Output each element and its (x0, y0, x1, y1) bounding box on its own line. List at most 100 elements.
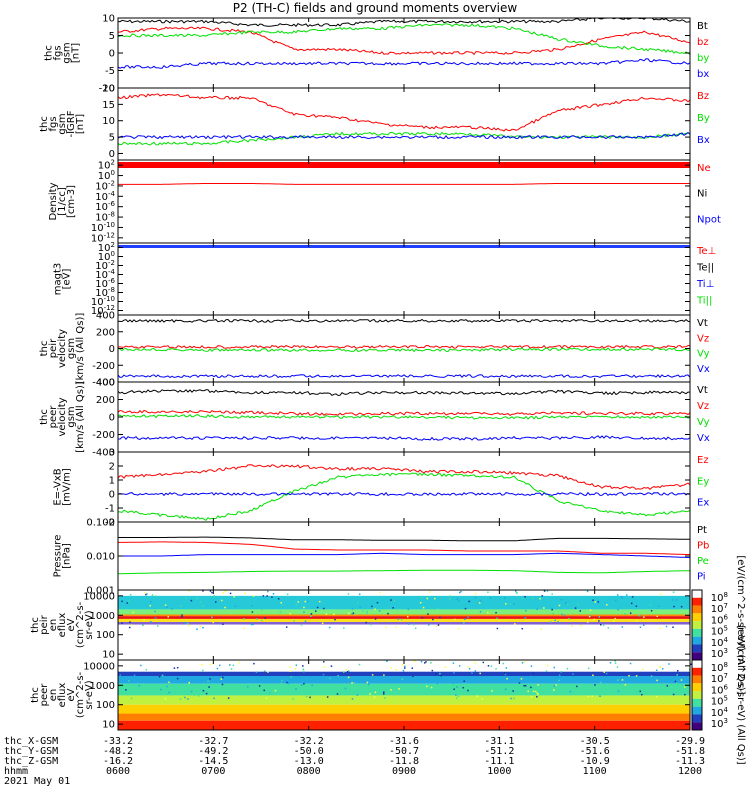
spectrogram-pixel (566, 603, 569, 606)
spectrogram-pixel (605, 672, 608, 675)
footer-row-label: thc_Z-GSM (4, 756, 58, 767)
spectrogram-pixel (467, 616, 469, 618)
spectrogram-pixel (351, 682, 353, 684)
spectrogram-pixel (127, 600, 129, 602)
spectrogram-pixel (643, 616, 645, 618)
spectrogram-pixel (289, 670, 292, 672)
footer-value: -32.7 (198, 736, 228, 747)
spectrogram-pixel (655, 695, 658, 698)
spectrogram-pixel (684, 686, 686, 688)
spectrogram-pixel (458, 599, 460, 602)
spectrogram-pixel (214, 601, 217, 603)
spectrogram-pixel (352, 612, 355, 614)
spectrogram-pixel (333, 613, 335, 616)
spectrogram-pixel (607, 627, 610, 629)
spectrogram-pixel (530, 696, 533, 698)
spectrogram-pixel (221, 599, 223, 602)
spectrogram-pixel (486, 612, 489, 614)
legend-entry: Vy (697, 349, 710, 360)
spectrogram-pixel (138, 684, 141, 687)
spectrogram-pixel (297, 601, 300, 603)
colorbar-tick-label: 107 (711, 602, 728, 615)
footer-value: -30.5 (580, 736, 610, 747)
y-tick-label: -1 (105, 504, 115, 515)
spectrogram-pixel (543, 590, 546, 592)
spectrogram-pixel (617, 679, 619, 681)
spectrogram-pixel (503, 672, 506, 674)
spectrogram-pixel (385, 626, 387, 629)
spectrogram-pixel (630, 602, 633, 605)
spectrogram-pixel (288, 682, 290, 685)
spectrogram-pixel (620, 595, 623, 598)
spectrogram-pixel (496, 617, 498, 620)
colorbar-tick-label: 106 (711, 613, 729, 626)
colorbar-segment (692, 660, 702, 668)
footer-value: -31.1 (484, 736, 514, 747)
spectrogram-pixel (537, 684, 539, 686)
spectrogram-pixel (196, 597, 198, 599)
spectrogram-pixel (672, 693, 675, 696)
spectrogram-pixel (574, 607, 577, 609)
spectrogram-pixel (436, 682, 439, 685)
series-line-ez (117, 464, 691, 490)
spectrogram-pixel (642, 668, 644, 671)
spectrogram-pixel (509, 676, 511, 679)
y-axis-label-line: thc (30, 687, 41, 703)
spectrogram-pixel (366, 610, 368, 613)
spectrogram-pixel (474, 670, 477, 672)
spectrogram-pixel (295, 603, 297, 606)
y-axis-label-line: magt3 (53, 263, 64, 296)
spectrogram-pixel (546, 664, 549, 667)
spectrogram-pixel (426, 685, 428, 688)
y-axis-label-line: thc (39, 116, 50, 132)
spectrogram-pixel (530, 675, 532, 678)
spectrogram-pixel (343, 627, 345, 629)
spectrogram-pixel (279, 611, 282, 613)
y-axis-label-line: thc (30, 617, 41, 633)
spectrogram-pixel (434, 597, 436, 600)
spectrogram-pixel (635, 605, 638, 607)
spectrogram-pixel (353, 682, 356, 684)
spectrogram-pixel (684, 693, 686, 696)
spectrogram-pixel (303, 606, 305, 609)
y-axis-label-line: peir (48, 338, 59, 358)
spectrogram-pixel (227, 697, 230, 699)
spectrogram-pixel (151, 594, 154, 596)
spectrogram-pixel (130, 697, 133, 700)
spectrogram-pixel (216, 667, 219, 670)
spectrogram-pixel (558, 674, 561, 676)
spectrogram-pixel (209, 678, 211, 680)
footer-value: 0700 (201, 766, 225, 777)
spectrogram-pixel (673, 605, 675, 608)
y-tick-label: 102 (98, 159, 115, 172)
spectrogram-pixel (591, 695, 594, 698)
spectrogram-pixel (211, 591, 213, 594)
spectrogram-pixel (187, 698, 189, 700)
series-line-ex (117, 491, 691, 497)
spectrogram-pixel (374, 608, 376, 610)
spectrogram-pixel (504, 673, 507, 676)
y-axis-label-line: eV (66, 688, 77, 701)
spectrogram-pixel (143, 591, 146, 594)
spectrogram-pixel (326, 696, 329, 698)
y-tick-label: 0 (109, 344, 115, 355)
spectrogram-pixel (592, 674, 594, 677)
spectrogram-pixel (555, 684, 557, 686)
spectrogram-pixel (138, 688, 140, 691)
spectrogram-pixel (407, 608, 410, 611)
legend-entry: Vt (697, 318, 708, 329)
y-axis-label-line: fgs (48, 116, 59, 131)
colorbar-segment (692, 722, 702, 730)
spectrogram-pixel (128, 626, 131, 629)
spectrogram-pixel (310, 615, 312, 618)
spectrogram-pixel (489, 597, 492, 599)
spectrogram-pixel (390, 689, 392, 691)
y-tick-label: 5 (109, 31, 115, 42)
spectrogram-pixel (668, 663, 670, 665)
y-axis-label-line: thc (39, 409, 50, 425)
spectrogram-pixel (628, 674, 630, 677)
footer-row-label: 2021 May 01 (4, 776, 70, 787)
spectrogram-pixel (512, 690, 514, 692)
spectrogram-pixel (244, 592, 246, 594)
